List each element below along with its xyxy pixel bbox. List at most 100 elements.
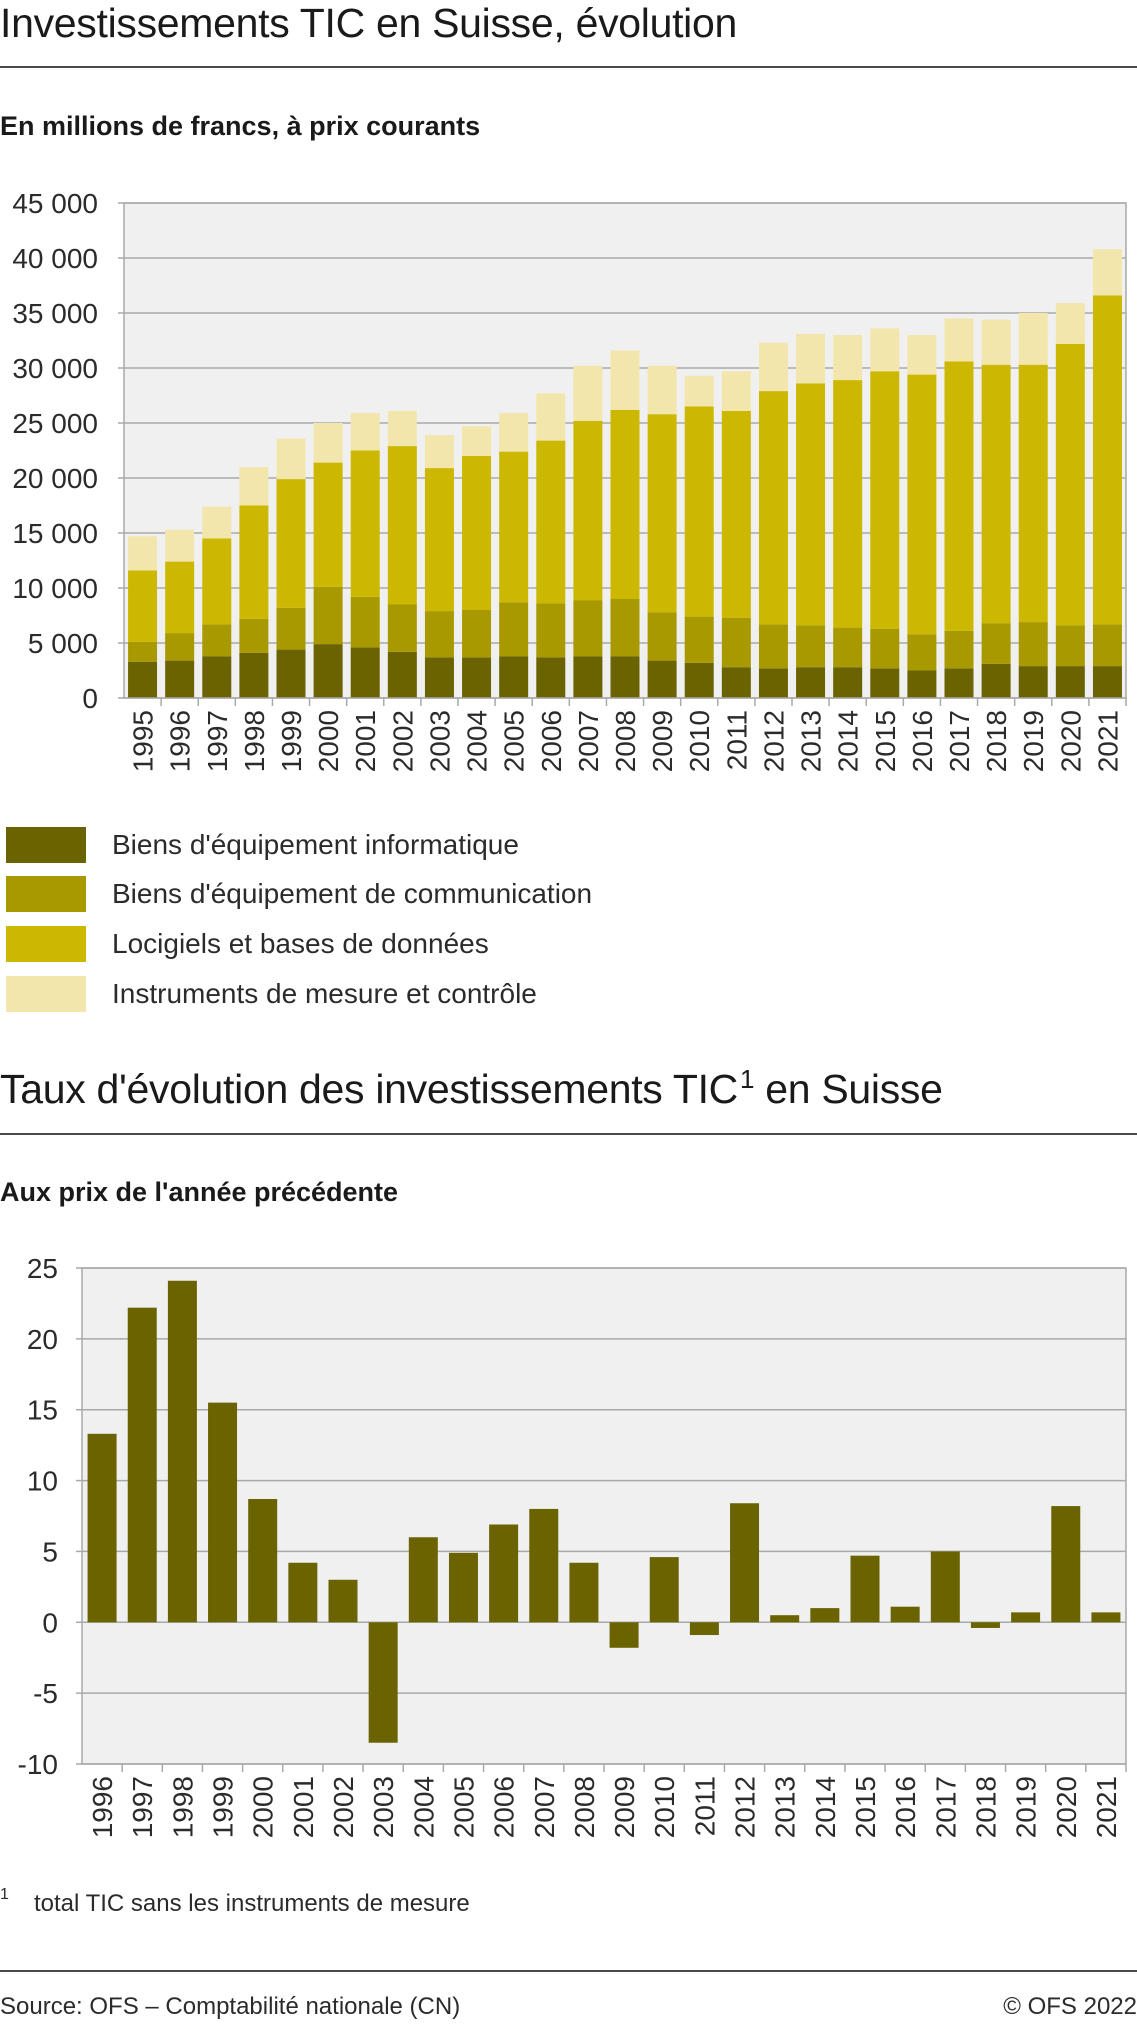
x-tick-label: 2018 — [970, 1776, 1001, 1838]
chart2-title-suffix: en Suisse — [754, 1066, 943, 1112]
bar-segment — [833, 627, 863, 668]
chart1-plot-frame — [123, 202, 1127, 699]
bar — [930, 1551, 960, 1623]
bar-segment — [424, 657, 454, 698]
bar-segment — [202, 656, 232, 698]
bar — [730, 1503, 760, 1623]
x-tick-label: 2014 — [810, 1776, 841, 1838]
bar-segment — [684, 616, 714, 663]
chart1-title-rule — [0, 66, 1137, 68]
bar — [649, 1557, 679, 1623]
bar — [408, 1537, 438, 1623]
bar-segment — [387, 446, 417, 605]
bar-segment — [1092, 666, 1122, 698]
chart2-plot-background — [82, 1268, 1126, 1764]
bar-segment — [721, 667, 751, 698]
bar-segment — [944, 318, 974, 362]
bar — [368, 1622, 398, 1743]
x-tick-label: 2002 — [387, 710, 418, 772]
bar-segment — [165, 660, 195, 698]
bar-segment — [1055, 303, 1085, 344]
bar — [448, 1552, 478, 1623]
bar-segment — [1055, 625, 1085, 667]
copyright-text: © OFS 2022 — [1003, 1993, 1137, 2020]
source-rule — [0, 1970, 1137, 1972]
bar-segment — [276, 438, 306, 480]
x-tick-label: 2011 — [689, 1776, 720, 1836]
footnote-text: total TIC sans les instruments de mesure — [34, 1890, 470, 1917]
bar-segment — [870, 328, 900, 372]
bar-segment — [165, 529, 195, 562]
bar-segment — [981, 319, 1011, 365]
bar — [810, 1608, 840, 1623]
legend-item-logiciels: Locigiels et bases de données — [6, 919, 592, 969]
bar-segment — [499, 602, 529, 657]
x-tick-label: 2015 — [870, 710, 901, 772]
bar-segment — [610, 350, 640, 410]
bar-segment — [1092, 249, 1122, 296]
bar-segment — [462, 426, 492, 456]
bar — [288, 1562, 318, 1623]
bar-segment — [1018, 313, 1048, 365]
bar-segment — [313, 644, 343, 698]
x-tick-label: 2015 — [850, 1776, 881, 1838]
bar-segment — [684, 406, 714, 617]
x-tick-label: 1997 — [127, 1776, 158, 1838]
bar-segment — [536, 657, 566, 698]
bar-segment — [536, 393, 566, 441]
x-tick-label: 2016 — [907, 710, 938, 772]
bar-segment — [462, 456, 492, 610]
bar-segment — [424, 468, 454, 612]
bar-segment — [573, 365, 603, 421]
chart2-y-tick-labels: -10 -5 0 5 10 15 20 25 — [18, 1253, 58, 1780]
x-tick-label: 2021 — [1091, 1776, 1122, 1838]
bar — [489, 1524, 519, 1623]
bar-segment — [165, 633, 195, 661]
x-tick-label: 2011 — [721, 710, 752, 770]
bar-segment — [350, 450, 380, 597]
bar — [127, 1307, 157, 1623]
bar-segment — [202, 538, 232, 625]
bar-segment — [239, 618, 269, 653]
x-tick-label: 1997 — [202, 710, 233, 772]
y-tick-label: 5 — [42, 1536, 58, 1567]
legend-swatch — [6, 975, 86, 1012]
x-tick-label: 2003 — [368, 1776, 399, 1838]
x-tick-label: 2006 — [536, 710, 567, 772]
bar-segment — [128, 661, 158, 698]
footnote-number: 1 — [0, 1886, 9, 1903]
bar — [890, 1606, 920, 1623]
bar-segment — [684, 375, 714, 407]
bar — [609, 1622, 639, 1648]
bar — [1011, 1612, 1041, 1623]
bar-segment — [536, 603, 566, 658]
bar-segment — [647, 660, 677, 698]
y-tick-label: 20 000 — [12, 463, 98, 494]
legend-label: Locigiels et bases de données — [112, 927, 489, 959]
chart1-title: Investissements TIC en Suisse, évolution — [0, 0, 737, 46]
bar-segment — [573, 600, 603, 657]
bar-segment — [313, 586, 343, 645]
bar-segment — [610, 409, 640, 599]
bar-segment — [350, 596, 380, 648]
x-tick-label: 1996 — [165, 710, 196, 772]
x-tick-label: 1995 — [128, 710, 159, 772]
bar-segment — [387, 604, 417, 652]
y-tick-label: 45 000 — [12, 188, 98, 219]
legend-item-communication: Biens d'équipement de communication — [6, 870, 592, 920]
bar-segment — [758, 624, 788, 669]
y-tick-label: -10 — [18, 1749, 58, 1780]
bar-segment — [796, 333, 826, 384]
bar-segment — [462, 657, 492, 698]
x-tick-label: 2007 — [529, 1776, 560, 1838]
y-tick-label: 5 000 — [28, 628, 98, 659]
chart2-title-rule — [0, 1133, 1137, 1135]
x-tick-label: 2004 — [462, 710, 493, 772]
x-tick-label: 2004 — [408, 1776, 439, 1838]
bar-segment — [647, 612, 677, 661]
x-tick-label: 2020 — [1051, 1776, 1082, 1838]
bar-segment — [499, 451, 529, 603]
x-tick-label: 2000 — [313, 710, 344, 772]
stacked-bar-chart-investments: 0 5 000 10 000 15 000 20 000 25 000 30 000 35 0… — [12, 188, 1127, 772]
bar-segment — [387, 410, 417, 447]
